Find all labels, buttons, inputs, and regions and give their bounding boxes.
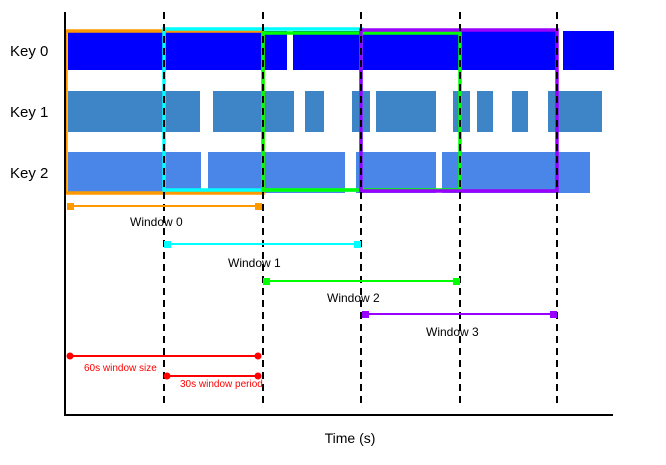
key-1-event-bar: [512, 91, 528, 132]
key-1-event-bar: [376, 91, 436, 132]
key-label: Key 0: [10, 43, 48, 60]
window-0-start-marker: [67, 203, 74, 210]
window-period-start-marker: [163, 372, 171, 380]
window-3-end-marker: [550, 311, 557, 318]
window-0-end-marker: [255, 203, 262, 210]
window-size-start-marker: [66, 352, 74, 360]
key-2-event-bar: [442, 152, 590, 193]
window-label: Window 2: [327, 291, 380, 305]
key-0-event-bar: [68, 31, 287, 70]
window-3-start-marker: [362, 311, 369, 318]
x-axis-label: Time (s): [325, 430, 376, 446]
window-label: Window 0: [130, 215, 183, 229]
key-2-event-bar: [208, 152, 345, 193]
window-label: Window 3: [426, 325, 479, 339]
window-label: Window 1: [228, 256, 281, 270]
key-0-event-bar: [563, 31, 614, 70]
key-2-event-bar: [356, 152, 436, 193]
window-size-label: 60s window size: [84, 363, 157, 374]
key-label: Key 1: [10, 104, 48, 121]
window-2-start-marker: [263, 278, 270, 285]
window-size-end-marker: [254, 352, 262, 360]
key-2-event-bar: [68, 152, 201, 193]
window-period-end-marker: [254, 372, 262, 380]
window-1-end-marker: [354, 241, 361, 248]
window-2-end-marker: [453, 278, 460, 285]
key-1-event-bar: [305, 91, 324, 132]
key-label: Key 2: [10, 165, 48, 182]
window-1-start-marker: [164, 241, 171, 248]
key-1-event-bar: [68, 91, 200, 132]
key-0-event-bar: [293, 31, 557, 70]
key-1-event-bar: [477, 91, 493, 132]
key-1-event-bar: [213, 91, 294, 132]
window-period-label: 30s window period: [180, 379, 263, 390]
